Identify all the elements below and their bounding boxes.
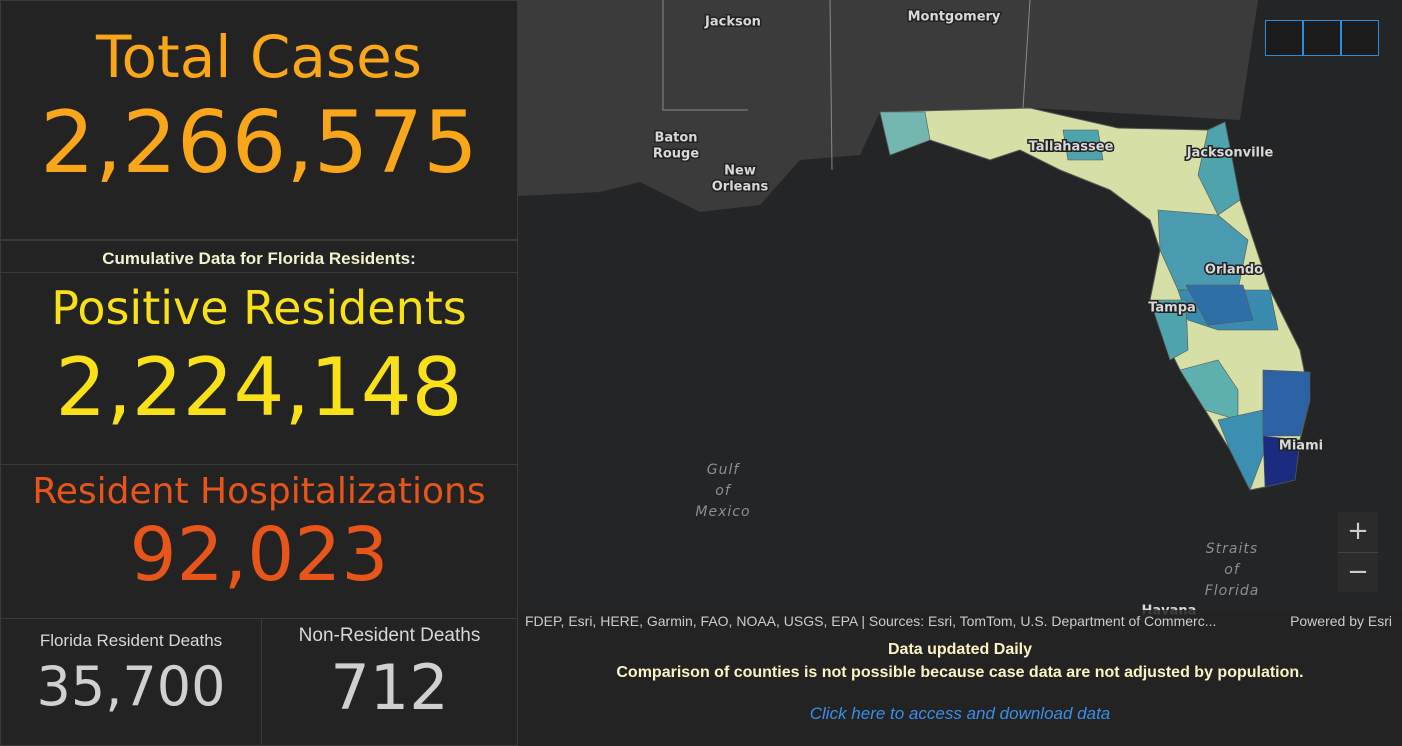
map-label: Baton (654, 131, 697, 146)
legend-button[interactable] (1303, 20, 1341, 56)
map-label: Rouge (653, 147, 700, 162)
stat-value: 712 (330, 651, 449, 724)
map-label: Montgomery (908, 10, 1001, 25)
stat-value: 2,224,148 (55, 341, 463, 434)
map-label: Miami (1279, 439, 1323, 454)
map-label: New (724, 164, 756, 179)
map-label: Gulf (707, 462, 741, 478)
stat-label: Total Cases (95, 23, 423, 91)
stat-value: 2,266,575 (40, 93, 478, 193)
total-cases-panel: Total Cases 2,266,575 (0, 0, 518, 240)
positive-panel: Positive Residents 2,224,148 (0, 272, 518, 465)
footer: Data updated Daily Comparison of countie… (518, 632, 1402, 746)
basemap-button[interactable] (1341, 20, 1379, 56)
map-label: Tallahassee (1029, 140, 1114, 155)
stat-label: Positive Residents (51, 281, 467, 335)
map[interactable]: Jackson Montgomery Baton Rouge New Orleans Tal… (518, 0, 1402, 632)
map-label: Florida (1205, 583, 1260, 599)
map-label: Mexico (695, 504, 750, 520)
map-label: of (1224, 562, 1241, 578)
map-label: Jackson (704, 15, 761, 30)
footer-line: Data updated Daily (887, 641, 1033, 658)
home-button[interactable] (1265, 20, 1303, 56)
non-resident-deaths-panel: Non-Resident Deaths 712 (261, 618, 518, 746)
map-label: Orlando (1205, 263, 1263, 278)
county-shading (879, 111, 1311, 491)
map-label: Orleans (712, 180, 769, 195)
map-label: Straits (1206, 541, 1258, 557)
stat-value: 35,700 (36, 655, 226, 718)
hospitalizations-panel: Resident Hospitalizations 92,023 (0, 464, 518, 619)
stat-value: 92,023 (129, 512, 389, 598)
map-label: Tampa (1148, 301, 1196, 316)
stat-label: Resident Hospitalizations (32, 471, 486, 512)
attribution-bar: FDEP, Esri, HERE, Garmin, FAO, NOAA, USG… (518, 610, 1402, 632)
map-label: Jacksonville (1186, 146, 1274, 161)
attribution: FDEP, Esri, HERE, Garmin, FAO, NOAA, USG… (525, 613, 1217, 629)
resident-deaths-panel: Florida Resident Deaths 35,700 (0, 618, 262, 746)
powered-by: Powered by Esri (1290, 613, 1392, 629)
data-link[interactable]: Click here to access and download data (809, 704, 1111, 723)
state-borders (662, 0, 1031, 171)
zoom-out[interactable]: − (1338, 552, 1378, 592)
footer-line: Comparison of counties is not possible b… (616, 664, 1304, 681)
stat-label: Florida Resident Deaths (39, 631, 223, 650)
note: Cumulative Data for Florida Residents: (0, 240, 518, 273)
stat-label: Non-Resident Deaths (298, 625, 481, 646)
zoom-in[interactable]: + (1338, 512, 1378, 552)
land (518, 0, 1258, 212)
map-label: of (715, 483, 732, 499)
